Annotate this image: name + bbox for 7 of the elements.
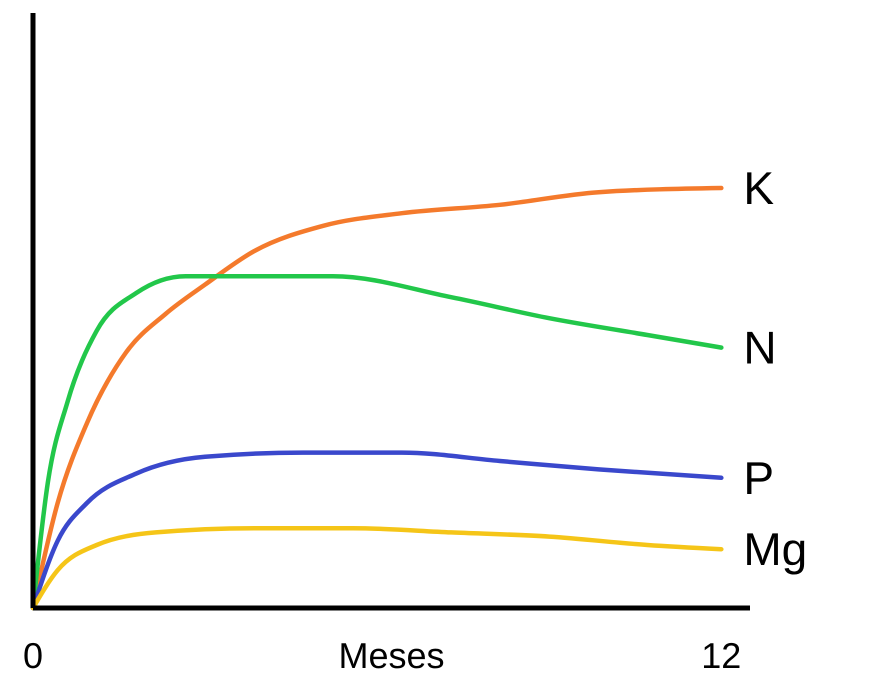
series-label: P: [743, 452, 774, 504]
x-axis-title: Meses: [338, 635, 445, 676]
series-label: N: [743, 322, 777, 374]
series-label: K: [743, 162, 774, 214]
series-label: Mg: [743, 523, 808, 576]
x-tick-label: 12: [701, 635, 742, 676]
x-tick-label: 0: [22, 635, 44, 676]
